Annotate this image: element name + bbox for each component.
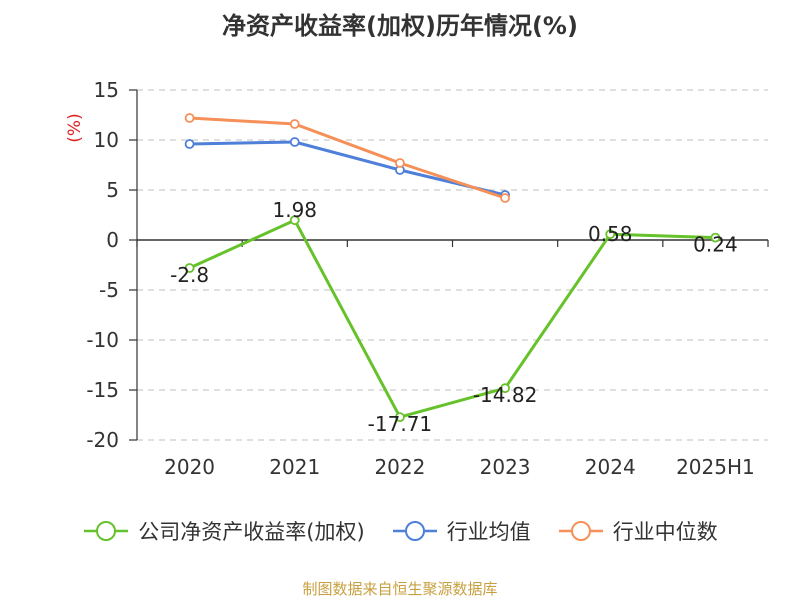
y-tick-label: -10 <box>86 328 119 352</box>
data-point <box>710 232 721 243</box>
data-label: -14.82 <box>473 383 537 407</box>
data-label: -17.71 <box>368 412 432 436</box>
data-point <box>289 137 300 147</box>
legend-label: 公司净资产收益率(加权) <box>138 520 365 544</box>
data-point <box>500 193 510 203</box>
data-labels: -2.8 1.98 -17.71 -14.82 0.58 0.24 <box>170 198 738 436</box>
y-tick-label: -20 <box>86 428 119 452</box>
data-point <box>289 215 300 226</box>
x-tick-label: 2024 <box>585 455 636 479</box>
legend-item[interactable]: 公司净资产收益率(加权) <box>82 516 365 546</box>
series-line <box>189 116 506 200</box>
x-tick-label: 2020 <box>164 455 215 479</box>
data-label: 1.98 <box>272 198 317 222</box>
legend-label: 行业均值 <box>446 520 531 544</box>
data-point <box>184 113 195 123</box>
legend-item[interactable]: 行业中位数 <box>557 516 718 546</box>
data-point <box>500 383 510 394</box>
legend-label: 行业中位数 <box>612 520 718 544</box>
data-point <box>605 229 616 240</box>
series-line <box>189 140 506 197</box>
legend-swatch-icon <box>392 521 437 541</box>
x-tick-label: 2023 <box>480 455 531 479</box>
data-label: -2.8 <box>170 263 209 287</box>
y-tick-label: 0 <box>106 228 119 252</box>
series-line <box>188 218 716 419</box>
data-label: 0.24 <box>693 233 738 257</box>
y-tick-label: 5 <box>106 178 119 202</box>
y-tick-label: -5 <box>99 278 119 302</box>
legend: 公司净资产收益率(加权) 行业均值 行业中位数 <box>0 516 800 546</box>
chart-title: 净资产收益率(加权)历年情况(%) <box>222 12 578 40</box>
data-point <box>395 158 405 168</box>
y-tick-label: 15 <box>94 78 119 102</box>
legend-item[interactable]: 行业均值 <box>391 516 531 546</box>
y-tick-label: -15 <box>86 378 119 402</box>
data-point <box>184 139 195 149</box>
x-tick-label: 2025H1 <box>676 455 755 479</box>
data-label: 0.58 <box>588 222 633 246</box>
source-note: 制图数据来自恒生聚源数据库 <box>302 580 498 598</box>
legend-swatch-icon <box>558 521 603 541</box>
x-tick-label: 2021 <box>269 455 320 479</box>
series-lines <box>184 113 721 423</box>
y-axis-label: (%) <box>65 113 85 142</box>
data-point <box>289 119 300 129</box>
legend-swatch-icon <box>84 521 129 541</box>
x-tick-label: 2022 <box>374 455 425 479</box>
data-point <box>184 263 195 273</box>
axes: 15 10 5 0 -5 -10 -15 -20 2020 2021 2022 2023 2024 202… <box>65 78 769 479</box>
y-tick-label: 10 <box>94 128 119 152</box>
data-point <box>395 412 405 423</box>
